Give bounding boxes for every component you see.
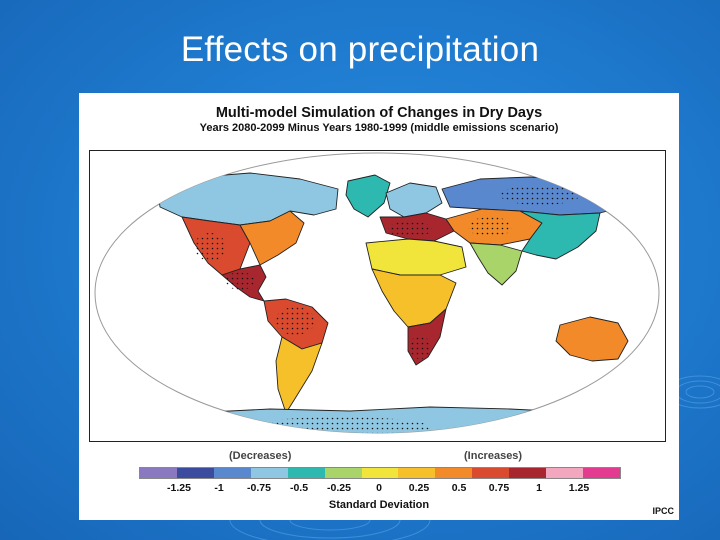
legend-swatch: [509, 468, 547, 478]
map-region-greenland: [345, 174, 391, 218]
legend-swatch: [435, 468, 473, 478]
legend-tick-label: 0.75: [488, 482, 510, 494]
legend-color-bar: [139, 467, 621, 479]
map-region-australia: [555, 316, 629, 362]
legend-tick-label: -1.25: [167, 482, 191, 494]
source-credit: IPCC: [652, 506, 674, 516]
legend-swatch: [361, 468, 399, 478]
legend-tick-label: -0.75: [247, 482, 271, 494]
legend-tick-label: 0.25: [408, 482, 430, 494]
legend-tick-label: 1: [536, 482, 542, 494]
legend-swatch: [140, 468, 177, 478]
legend-swatch: [176, 468, 214, 478]
legend-swatch: [213, 468, 251, 478]
legend-ticks: -1.25 -1 -0.75 -0.5 -0.25 0 0.25 0.5 0.75 1 1.25: [139, 482, 619, 496]
map-region-east-asia: [519, 210, 601, 260]
map-region-europe-north: [385, 182, 443, 218]
legend-swatch: [546, 468, 584, 478]
map-region-north-america-east: [239, 210, 305, 266]
map-region-south-america-south: [275, 336, 323, 414]
legend-decreases-label: (Decreases): [229, 450, 292, 462]
map-region-sahara: [365, 238, 467, 276]
legend-swatch: [583, 468, 620, 478]
legend-tick-label: 0.5: [451, 482, 467, 494]
legend-swatch: [324, 468, 362, 478]
figure-title: Multi-model Simulation of Changes in Dry…: [215, 105, 543, 121]
legend-tick-label: -0.5: [289, 482, 309, 494]
legend-tick-label: -0.25: [327, 482, 351, 494]
legend-tick-label: -1: [214, 482, 224, 494]
world-map: [94, 152, 660, 434]
figure-panel: Multi-model Simulation of Changes in Dry…: [79, 93, 679, 520]
legend-tick-label: 1.25: [568, 482, 590, 494]
map-region-south-asia: [469, 242, 523, 286]
slide-title: Effects on precipitation: [180, 30, 540, 69]
figure-subtitle: Years 2080-2099 Minus Years 1980-1999 (m…: [199, 122, 559, 134]
legend-swatch: [472, 468, 510, 478]
legend-swatch: [287, 468, 325, 478]
legend-tick-label: 0: [376, 482, 382, 494]
legend-swatch: [250, 468, 288, 478]
legend-swatch: [398, 468, 436, 478]
map-frame: [89, 150, 666, 442]
legend-increases-label: (Increases): [464, 450, 523, 462]
legend-axis-label: Standard Deviation: [328, 499, 430, 511]
